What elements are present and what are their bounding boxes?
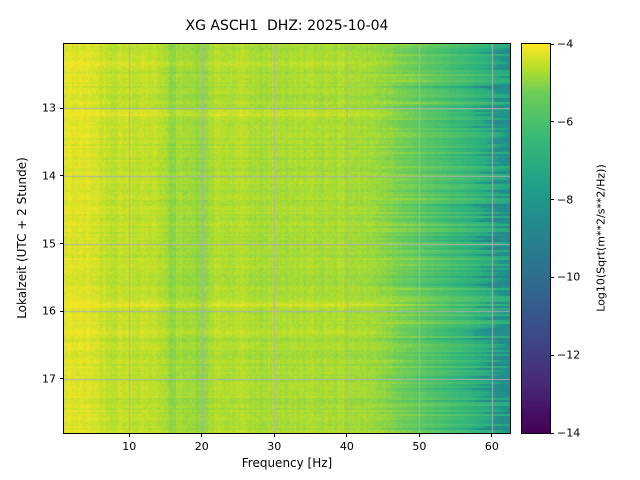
y-tick-label: 15 (42, 237, 56, 251)
colorbar-gradient (522, 44, 550, 433)
colorbar-tick-label: −6 (557, 115, 574, 129)
colorbar (521, 43, 551, 434)
colorbar-tick-label: −12 (557, 348, 581, 362)
x-tick-mark (491, 433, 493, 437)
colorbar-axis-label: Log10(Sqrt(m**2/s**2/Hz)) (594, 164, 608, 312)
x-tick-label: 20 (194, 440, 209, 453)
plot-area (63, 43, 511, 434)
x-tick-label: 40 (339, 440, 354, 453)
colorbar-tick-label: −4 (557, 37, 574, 51)
y-axis-label: Lokalzeit (UTC + 2 Stunde) (15, 157, 29, 319)
y-tick-mark (60, 107, 64, 109)
x-tick-label: 50 (412, 440, 427, 453)
y-tick-label: 13 (42, 101, 56, 115)
x-tick-mark (128, 433, 130, 437)
x-tick-label: 10 (122, 440, 137, 453)
x-axis-label: Frequency [Hz] (241, 456, 333, 470)
x-tick-mark (418, 433, 420, 437)
x-tick-label: 30 (267, 440, 282, 453)
colorbar-tick-mark (550, 276, 554, 278)
y-tick-mark (60, 243, 64, 245)
x-tick-mark (346, 433, 348, 437)
spectrogram-heatmap (64, 44, 510, 433)
colorbar-tick-label: −14 (557, 426, 581, 440)
colorbar-tick-mark (550, 43, 554, 45)
colorbar-tick-mark (550, 432, 554, 434)
y-tick-label: 14 (42, 169, 56, 183)
y-tick-mark (60, 310, 64, 312)
y-tick-label: 16 (42, 304, 56, 318)
colorbar-tick-mark (550, 354, 554, 356)
colorbar-tick-label: −10 (557, 270, 581, 284)
y-tick-mark (60, 175, 64, 177)
y-tick-mark (60, 378, 64, 380)
x-tick-mark (273, 433, 275, 437)
y-tick-label: 17 (42, 372, 56, 386)
colorbar-tick-label: −8 (557, 193, 574, 207)
x-tick-mark (201, 433, 203, 437)
colorbar-tick-mark (550, 199, 554, 201)
colorbar-tick-mark (550, 121, 554, 123)
x-tick-label: 60 (484, 440, 499, 453)
plot-title: XG ASCH1 DHZ: 2025-10-04 (185, 18, 389, 34)
